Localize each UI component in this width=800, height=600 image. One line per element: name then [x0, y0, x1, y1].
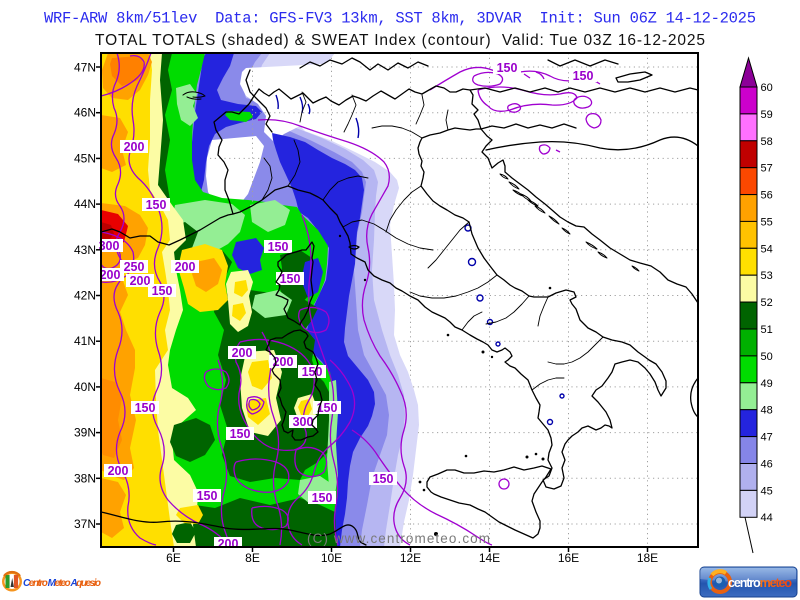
svg-text:centrometeo: centrometeo: [728, 576, 792, 590]
svg-text:150: 150: [268, 240, 289, 254]
svg-text:57: 57: [761, 163, 773, 175]
svg-text:54: 54: [761, 243, 773, 255]
svg-text:150: 150: [230, 427, 251, 441]
svg-text:300: 300: [293, 415, 314, 429]
svg-text:58: 58: [761, 136, 773, 148]
svg-text:12E: 12E: [400, 551, 421, 565]
svg-text:250: 250: [124, 260, 145, 274]
svg-text:52: 52: [761, 297, 773, 309]
svg-text:60: 60: [761, 82, 773, 94]
svg-text:200: 200: [100, 268, 121, 282]
svg-text:39N: 39N: [74, 426, 96, 440]
svg-text:10E: 10E: [321, 551, 342, 565]
svg-text:40N: 40N: [74, 380, 96, 394]
svg-text:50: 50: [761, 351, 773, 363]
svg-text:150: 150: [197, 489, 218, 503]
svg-text:WRF-ARW 8km/51lev Data: GFS-F: WRF-ARW 8km/51lev Data: GFS-FV3 13km, SS…: [44, 10, 756, 28]
svg-text:41N: 41N: [74, 334, 96, 348]
svg-text:200: 200: [108, 464, 129, 478]
svg-text:150: 150: [317, 401, 338, 415]
svg-text:56: 56: [761, 190, 773, 202]
svg-text:46N: 46N: [74, 106, 96, 120]
svg-text:150: 150: [302, 365, 323, 379]
svg-text:46: 46: [761, 459, 773, 471]
svg-text:200: 200: [218, 537, 239, 551]
svg-text:53: 53: [761, 270, 773, 282]
svg-text:37N: 37N: [74, 517, 96, 531]
svg-text:44: 44: [761, 512, 773, 524]
svg-text:51: 51: [761, 324, 773, 336]
svg-text:43N: 43N: [74, 243, 96, 257]
svg-text:44N: 44N: [74, 197, 96, 211]
svg-text:Centro Meteo Aquesio: Centro Meteo Aquesio: [23, 578, 101, 589]
svg-text:49: 49: [761, 378, 773, 390]
svg-text:42N: 42N: [74, 289, 96, 303]
svg-text:150: 150: [152, 284, 173, 298]
svg-text:45N: 45N: [74, 151, 96, 165]
svg-text:200: 200: [273, 355, 294, 369]
svg-text:150: 150: [135, 401, 156, 415]
svg-text:59: 59: [761, 109, 773, 121]
svg-text:55: 55: [761, 216, 773, 228]
svg-text:150: 150: [146, 198, 167, 212]
svg-text:150: 150: [280, 272, 301, 286]
svg-text:18E: 18E: [637, 551, 658, 565]
svg-text:48: 48: [761, 405, 773, 417]
svg-text:200: 200: [175, 260, 196, 274]
svg-text:47: 47: [761, 432, 773, 444]
svg-text:150: 150: [497, 61, 518, 75]
svg-text:TOTAL TOTALS (shaded) & SWEAT: TOTAL TOTALS (shaded) & SWEAT Index (con…: [95, 32, 705, 49]
svg-text:6E: 6E: [166, 551, 181, 565]
svg-text:150: 150: [312, 491, 333, 505]
svg-text:(C) www.centrometeo.com: (C) www.centrometeo.com: [307, 531, 490, 546]
svg-text:150: 150: [373, 472, 394, 486]
svg-text:38N: 38N: [74, 471, 96, 485]
svg-text:200: 200: [130, 274, 151, 288]
svg-text:14E: 14E: [479, 551, 500, 565]
svg-text:200: 200: [232, 346, 253, 360]
svg-text:300: 300: [99, 239, 120, 253]
svg-text:16E: 16E: [558, 551, 579, 565]
svg-text:200: 200: [124, 140, 145, 154]
svg-text:8E: 8E: [245, 551, 260, 565]
svg-text:150: 150: [573, 69, 594, 83]
svg-text:47N: 47N: [74, 61, 96, 75]
svg-text:45: 45: [761, 485, 773, 497]
